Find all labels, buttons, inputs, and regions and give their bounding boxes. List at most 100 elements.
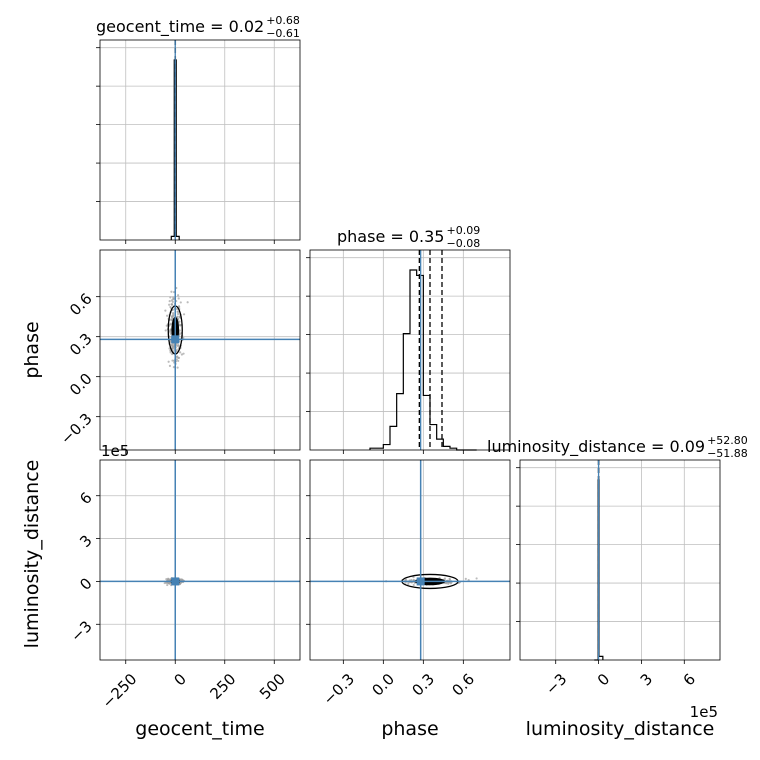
y-tick-label-phase: 0.6 (66, 290, 96, 320)
scatter-point (166, 314, 169, 317)
x-tick-label-geocent_time: 500 (256, 670, 289, 703)
scatter-point (169, 351, 172, 354)
panel-frame-panel-phase-vs-luminosity_distance (309, 459, 511, 661)
y-axis-label-phase: phase (21, 321, 43, 378)
title-luminosity_distance: luminosity_distance = 0.09 (487, 437, 705, 457)
scatter-point (163, 581, 166, 585)
y-tick-label-luminosity_distance: −3 (67, 617, 95, 645)
scatter-point (186, 301, 189, 304)
x-axis-label-geocent_time: geocent_time (135, 718, 264, 740)
panel-frame-hist-panel-phase (309, 249, 511, 451)
truth-marker (171, 335, 180, 344)
scatter-point (170, 303, 174, 306)
panel-frame-hist-panel-geocent_time (99, 39, 301, 241)
y-tick-label-luminosity_distance: 0 (76, 574, 95, 593)
y-tick-label-luminosity_distance: 3 (76, 532, 95, 551)
x-tick-label-luminosity_distance: 6 (680, 670, 699, 689)
x-axis-label-phase: phase (381, 718, 438, 740)
scatter-point (180, 353, 183, 356)
x-tick-label-geocent_time: 0 (171, 670, 190, 689)
title-lower-luminosity_distance: −51.88 (707, 447, 748, 460)
panel-frame-panel-geocent_time-vs-phase (99, 249, 301, 451)
scatter-point (171, 347, 174, 350)
title-phase: phase = 0.35 (337, 227, 444, 246)
x-tick-label-phase: 0.6 (448, 670, 478, 700)
panel-frame-panel-geocent_time-vs-luminosity_distance (99, 459, 301, 661)
x-offset-label: 1e5 (690, 703, 718, 721)
scatter-point (164, 329, 167, 332)
y-offset-label: 1e5 (101, 442, 129, 460)
panel-frame-hist-panel-luminosity_distance (519, 459, 721, 661)
x-tick-label-phase: 0.0 (368, 670, 398, 700)
y-tick-label-phase: 0.0 (66, 370, 96, 400)
scatter-point (167, 581, 170, 585)
histogram-phase (369, 269, 477, 451)
scatter-point (180, 578, 183, 581)
scatter-point (172, 298, 175, 301)
scatter-point (182, 313, 186, 316)
scatter-point (172, 366, 175, 369)
scatter-point (177, 310, 180, 313)
y-tick-label-phase: 0.3 (66, 330, 96, 360)
scatter-point (175, 315, 179, 318)
title-lower-phase: −0.08 (446, 237, 480, 250)
scatter-point (167, 360, 170, 363)
scatter-point (475, 577, 478, 580)
scatter-point (448, 578, 452, 581)
y-tick-label-phase: −0.3 (57, 410, 95, 448)
title-upper-phase: +0.09 (446, 224, 480, 237)
scatter-point (171, 359, 174, 362)
truth-marker (171, 577, 180, 586)
scatter-point (164, 309, 167, 312)
scatter-point (175, 307, 179, 311)
x-tick-label-luminosity_distance: 3 (637, 670, 656, 689)
scatter-point (177, 343, 180, 347)
title-upper-geocent_time: +0.68 (266, 14, 300, 27)
title-lower-geocent_time: −0.61 (266, 27, 300, 40)
title-upper-luminosity_distance: +52.80 (707, 434, 748, 447)
scatter-point (176, 312, 180, 316)
scatter-point (443, 577, 447, 580)
y-axis-label-luminosity_distance: luminosity_distance (21, 460, 43, 649)
scatter-point (171, 352, 174, 356)
scatter-point (165, 324, 168, 327)
scatter-point (169, 323, 172, 326)
title-geocent_time: geocent_time = 0.02 (96, 17, 264, 37)
scatter-point (168, 300, 171, 303)
scatter-point (407, 583, 410, 586)
truth-marker (416, 577, 425, 586)
scatter-point (182, 352, 185, 355)
scatter-point (175, 348, 178, 351)
x-tick-label-phase: 0.3 (408, 670, 438, 700)
scatter-point (412, 583, 415, 587)
x-tick-label-phase: −0.3 (320, 670, 358, 708)
scatter-point (178, 305, 181, 309)
x-axis-label-luminosity_distance: luminosity_distance (526, 718, 715, 740)
scatter-point (404, 578, 408, 581)
scatter-point (464, 577, 467, 580)
x-tick-label-geocent_time: 250 (207, 670, 240, 703)
scatter-point (179, 301, 182, 304)
scatter-point (166, 583, 169, 587)
scatter-point (168, 364, 172, 367)
scatter-point (175, 355, 178, 359)
scatter-point (176, 366, 179, 369)
scatter-point (182, 336, 185, 340)
x-tick-label-luminosity_distance: 0 (594, 670, 613, 689)
scatter-point (410, 578, 413, 582)
scatter-point (170, 315, 173, 318)
scatter-point (412, 576, 415, 579)
x-tick-label-luminosity_distance: −3 (542, 670, 570, 698)
scatter-point (179, 351, 182, 354)
scatter-point (166, 578, 169, 581)
scatter-point (172, 313, 175, 316)
scatter-point (168, 303, 171, 306)
scatter-point (178, 329, 181, 332)
scatter-point (177, 356, 181, 359)
scatter-point (176, 294, 180, 297)
scatter-point (177, 297, 180, 300)
scatter-point (169, 296, 172, 299)
x-tick-label-geocent_time: −250 (99, 670, 141, 712)
scatter-point (445, 582, 448, 585)
